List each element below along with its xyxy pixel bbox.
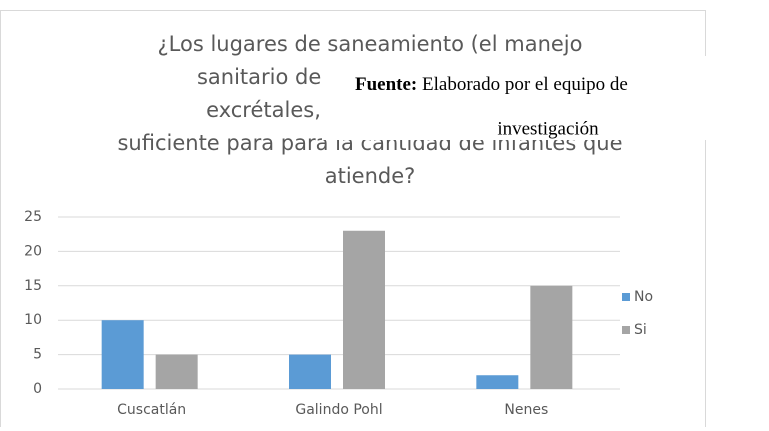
y-tick-label: 15 xyxy=(24,278,42,294)
source-box xyxy=(322,56,769,140)
y-tick-label: 5 xyxy=(33,347,42,363)
bar xyxy=(476,375,519,389)
y-tick-label: 25 xyxy=(24,209,42,225)
chart-title: atiende? xyxy=(325,164,416,188)
legend-swatch xyxy=(622,326,630,334)
legend-label: No xyxy=(634,289,653,305)
source-line: Fuente: Elaborado por el equipo de xyxy=(355,74,628,95)
y-tick-label: 10 xyxy=(24,312,42,328)
x-tick-label: Nenes xyxy=(504,402,548,418)
source-text2: investigación xyxy=(497,118,599,139)
y-tick-label: 0 xyxy=(33,381,42,397)
y-tick-label: 20 xyxy=(24,243,42,259)
bar xyxy=(101,320,144,389)
legend-swatch xyxy=(622,293,630,301)
bar xyxy=(289,354,331,389)
source-label: Fuente: xyxy=(355,74,417,95)
x-tick-label: Cuscatlán xyxy=(117,402,186,418)
bar xyxy=(155,354,198,389)
x-tick-label: Galindo Pohl xyxy=(295,402,382,418)
legend-label: Si xyxy=(634,322,647,338)
chart-title: ¿Los lugares de saneamiento (el manejo xyxy=(158,32,583,56)
source-text: Elaborado por el equipo de xyxy=(422,74,628,95)
bar xyxy=(530,285,573,389)
bar xyxy=(343,230,385,389)
